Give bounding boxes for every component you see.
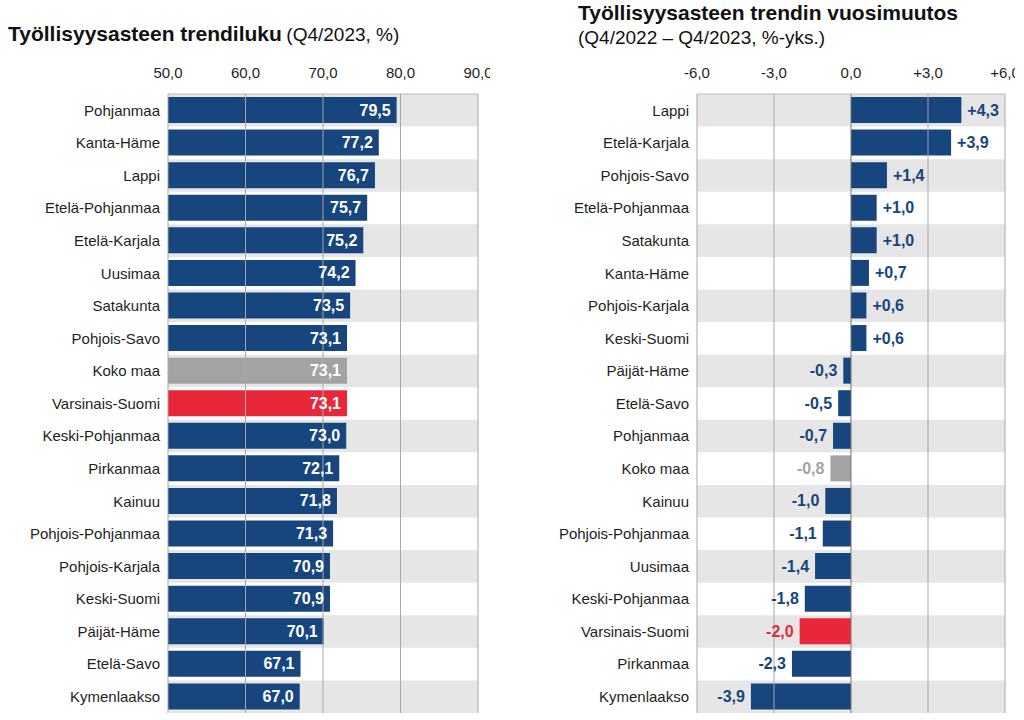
svg-text:Lappi: Lappi <box>652 102 689 119</box>
svg-text:Pohjois-Pohjanmaa: Pohjois-Pohjanmaa <box>30 525 161 542</box>
svg-text:+4,3: +4,3 <box>967 102 999 119</box>
svg-text:Pirkanmaa: Pirkanmaa <box>617 655 689 672</box>
svg-text:-3,0: -3,0 <box>761 64 787 81</box>
svg-text:67,0: 67,0 <box>263 688 294 705</box>
svg-text:-2,0: -2,0 <box>766 623 794 640</box>
svg-text:Pohjanmaa: Pohjanmaa <box>84 102 161 119</box>
svg-text:75,7: 75,7 <box>330 199 361 216</box>
svg-text:79,5: 79,5 <box>359 102 390 119</box>
svg-text:Satakunta: Satakunta <box>92 297 160 314</box>
svg-text:-0,7: -0,7 <box>799 427 827 444</box>
svg-text:Etelä-Karjala: Etelä-Karjala <box>603 134 690 151</box>
svg-text:Kainuu: Kainuu <box>642 493 689 510</box>
svg-text:70,0: 70,0 <box>308 64 337 81</box>
svg-text:74,2: 74,2 <box>318 264 349 281</box>
svg-text:73,5: 73,5 <box>313 297 344 314</box>
svg-text:Koko maa: Koko maa <box>92 362 160 379</box>
svg-text:Koko maa: Koko maa <box>621 460 689 477</box>
svg-text:73,0: 73,0 <box>309 427 340 444</box>
html-text:(Q4/2022 – Q4/2023, %-yks.): (Q4/2022 – Q4/2023, %-yks.) <box>578 27 826 48</box>
svg-text:+0,7: +0,7 <box>875 264 907 281</box>
svg-text:-0,5: -0,5 <box>805 395 833 412</box>
svg-text:Etelä-Pohjanmaa: Etelä-Pohjanmaa <box>45 199 161 216</box>
svg-text:Päijät-Häme: Päijät-Häme <box>77 623 160 640</box>
svg-text:+6,0: +6,0 <box>990 64 1015 81</box>
svg-text:71,8: 71,8 <box>300 492 331 509</box>
svg-text:-6,0: -6,0 <box>684 64 710 81</box>
svg-text:Keski-Pohjanmaa: Keski-Pohjanmaa <box>571 590 689 607</box>
svg-text:90,0: 90,0 <box>463 64 490 81</box>
svg-text:Pohjois-Savo: Pohjois-Savo <box>72 330 160 347</box>
html-text:Työllisyysasteen trendin vuosi: Työllisyysasteen trendin vuosimuutos <box>578 1 958 24</box>
svg-text:Pohjanmaa: Pohjanmaa <box>613 427 690 444</box>
svg-text:Varsinais-Suomi: Varsinais-Suomi <box>581 623 689 640</box>
svg-text:73,1: 73,1 <box>310 330 341 347</box>
svg-text:50,0: 50,0 <box>153 64 182 81</box>
svg-text:Lappi: Lappi <box>123 167 160 184</box>
svg-text:-3,9: -3,9 <box>717 688 745 705</box>
svg-text:+3,9: +3,9 <box>957 134 989 151</box>
svg-text:Kymenlaakso: Kymenlaakso <box>70 688 160 705</box>
svg-text:Pohjois-Pohjanmaa: Pohjois-Pohjanmaa <box>559 525 690 542</box>
svg-text:+1,4: +1,4 <box>893 167 925 184</box>
svg-text:70,9: 70,9 <box>293 590 324 607</box>
svg-text:-1,0: -1,0 <box>792 492 820 509</box>
svg-text:73,1: 73,1 <box>310 395 341 412</box>
svg-text:Keski-Suomi: Keski-Suomi <box>605 330 689 347</box>
svg-text:75,2: 75,2 <box>326 232 357 249</box>
svg-text:Pirkanmaa: Pirkanmaa <box>88 460 160 477</box>
svg-text:-0,8: -0,8 <box>797 460 825 477</box>
svg-text:+1,0: +1,0 <box>883 232 915 249</box>
svg-text:+1,0: +1,0 <box>883 199 915 216</box>
svg-text:Etelä-Savo: Etelä-Savo <box>616 395 689 412</box>
svg-text:-1,4: -1,4 <box>781 558 809 575</box>
svg-text:72,1: 72,1 <box>302 460 333 477</box>
svg-text:Satakunta: Satakunta <box>621 232 689 249</box>
svg-text:+0,6: +0,6 <box>872 297 904 314</box>
svg-text:Kymenlaakso: Kymenlaakso <box>599 688 689 705</box>
svg-text:Keski-Suomi: Keski-Suomi <box>76 590 160 607</box>
svg-text:+3,0: +3,0 <box>913 64 943 81</box>
svg-text:Uusimaa: Uusimaa <box>630 558 690 575</box>
svg-text:0,0: 0,0 <box>841 64 862 81</box>
svg-text:-1,8: -1,8 <box>771 590 799 607</box>
svg-text:Pohjois-Savo: Pohjois-Savo <box>601 167 689 184</box>
svg-text:67,1: 67,1 <box>263 655 294 672</box>
svg-text:Päijät-Häme: Päijät-Häme <box>606 362 689 379</box>
svg-text:71,3: 71,3 <box>296 525 327 542</box>
html-text:Työllisyysasteen trendiluku (Q: Työllisyysasteen trendiluku (Q4/2023, %) <box>8 22 400 45</box>
svg-text:60,0: 60,0 <box>231 64 260 81</box>
svg-text:Etelä-Savo: Etelä-Savo <box>87 655 160 672</box>
svg-text:Kanta-Häme: Kanta-Häme <box>605 265 689 282</box>
svg-text:70,1: 70,1 <box>287 623 318 640</box>
svg-text:77,2: 77,2 <box>342 134 373 151</box>
svg-text:Uusimaa: Uusimaa <box>101 265 161 282</box>
svg-text:-0,3: -0,3 <box>810 362 838 379</box>
svg-text:73,1: 73,1 <box>310 362 341 379</box>
svg-text:-2,3: -2,3 <box>758 655 786 672</box>
svg-text:70,9: 70,9 <box>293 558 324 575</box>
svg-text:Etelä-Pohjanmaa: Etelä-Pohjanmaa <box>574 199 690 216</box>
svg-text:Pohjois-Karjala: Pohjois-Karjala <box>588 297 690 314</box>
svg-text:+0,6: +0,6 <box>872 330 904 347</box>
svg-text:Kanta-Häme: Kanta-Häme <box>76 134 160 151</box>
svg-text:Kainuu: Kainuu <box>113 493 160 510</box>
svg-text:-1,1: -1,1 <box>789 525 817 542</box>
svg-text:Etelä-Karjala: Etelä-Karjala <box>74 232 161 249</box>
svg-text:80,0: 80,0 <box>386 64 415 81</box>
svg-text:Keski-Pohjanmaa: Keski-Pohjanmaa <box>42 427 160 444</box>
svg-text:76,7: 76,7 <box>338 167 369 184</box>
svg-text:Varsinais-Suomi: Varsinais-Suomi <box>52 395 160 412</box>
svg-text:Pohjois-Karjala: Pohjois-Karjala <box>59 558 161 575</box>
